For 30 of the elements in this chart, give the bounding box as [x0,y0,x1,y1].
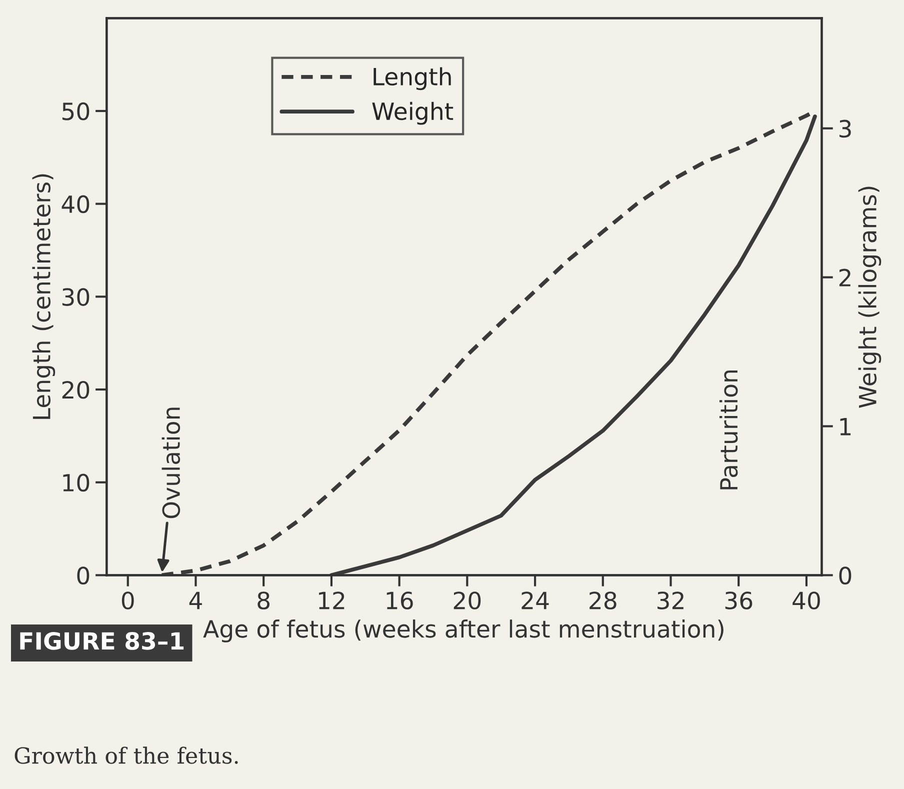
y-tick-label: 50 [62,102,90,120]
caption: FIGURE 83–1 [20,632,184,650]
x-tick-label: 32 [658,592,684,610]
x-tick-label: 20 [454,592,481,610]
x-tick-label: 24 [522,592,549,610]
y-axis-title: Length (centimeters) [32,174,56,419]
legend-label: Length [374,67,451,90]
y2-tick-label: 2 [839,268,850,286]
x-tick-label: 8 [258,592,270,610]
y2-tick-label: 1 [840,418,851,436]
x-tick-label: 12 [319,592,344,610]
x-tick-label: 0 [122,592,134,610]
y-tick-label: 30 [62,288,90,306]
x-tick-label: 28 [590,592,616,610]
annotation: Parturition [719,370,738,490]
legend-label: Weight [372,102,454,125]
x-tick-label: 36 [725,592,752,610]
x-tick-label: 40 [792,592,820,610]
x-tick-label: 4 [189,592,202,610]
annotation: Ovulation [162,408,180,518]
y-tick-label: 10 [63,474,90,492]
y2-tick-label: 3 [840,120,851,138]
y-tick-label: 0 [77,566,90,584]
y-tick-label: 40 [62,195,90,214]
x-tick-label: 16 [386,592,413,610]
y-tick-label: 20 [62,380,90,399]
text: Growth of the fetus. [14,746,238,764]
x-axis-title: Age of fetus (weeks after last menstruation) [203,620,724,642]
y2-tick-label: 0 [839,566,852,584]
y2-axis-title: Weight (kilograms) [858,186,882,408]
